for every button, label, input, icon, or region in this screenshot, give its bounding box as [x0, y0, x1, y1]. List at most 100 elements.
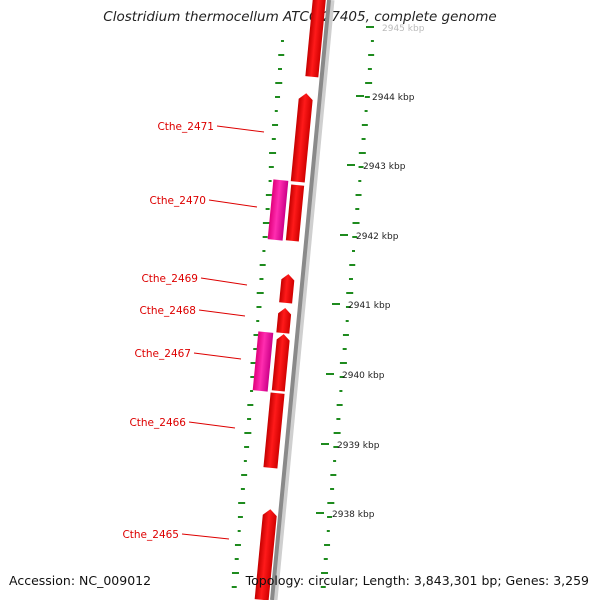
- gene-label[interactable]: Cthe_2465: [122, 529, 179, 541]
- gc-track-inner-dash: [259, 264, 266, 266]
- gc-track-inner-dash: [231, 572, 239, 574]
- gene-arrow-2469-shape: [279, 274, 295, 304]
- gc-track-inner-dash: [247, 404, 254, 406]
- gc-track-outer-dash: [361, 124, 368, 126]
- scale-tick-label: 2938 kbp: [332, 510, 375, 520]
- gc-track-outer-dash: [368, 54, 375, 56]
- gene-arrow-2469: [279, 274, 295, 304]
- gc-track-outer-dash: [367, 68, 372, 70]
- gene-label[interactable]: Cthe_2469: [141, 273, 198, 285]
- gene-arrow-top: [305, 0, 327, 78]
- gene-arrow-2470a: [285, 184, 305, 242]
- gc-content-track: [231, 40, 375, 588]
- genome-title: Clostridium thermocellum ATCC 27405, com…: [103, 9, 497, 25]
- gene-arrow-2465-shape: [254, 509, 277, 600]
- gc-track-inner-dash: [243, 460, 247, 462]
- gc-track-inner-dash: [250, 376, 256, 378]
- gc-track-inner-dash: [256, 306, 262, 308]
- gc-track-inner-dash: [253, 348, 258, 350]
- gc-track-outer-dash: [330, 488, 335, 490]
- gene-arrow-2466-shape: [263, 392, 285, 469]
- scale-tick-mark: [316, 512, 324, 514]
- gc-track-inner-dash: [275, 96, 281, 98]
- genome-backbone: [270, 0, 335, 600]
- gc-track-inner-dash: [240, 488, 245, 490]
- gene-labels: Cthe_2471 Cthe_2470 Cthe_2469 Cthe_2468 Cthe…: [122, 121, 265, 541]
- gc-track-outer-dash: [339, 376, 345, 378]
- gene-label-leader: [216, 125, 265, 133]
- gc-track-outer-dash: [355, 194, 362, 196]
- gene-arrow-2467b: [252, 331, 274, 392]
- gene-label[interactable]: Cthe_2468: [139, 305, 196, 317]
- gc-track-inner-dash: [244, 446, 250, 448]
- gc-track-inner-dash: [256, 320, 260, 322]
- gc-track-outer-dash: [358, 152, 366, 154]
- scale-tick-mark: [326, 373, 334, 375]
- gene-arrow-2466: [263, 392, 285, 469]
- gene-arrow-2470b: [267, 179, 289, 241]
- gene-label[interactable]: Cthe_2471: [157, 121, 214, 133]
- gc-track-outer-dash: [358, 166, 364, 168]
- gene-label-leader: [208, 199, 258, 208]
- gene-label-leader: [188, 421, 236, 429]
- gc-track-inner-dash: [262, 250, 266, 252]
- scale-ticks: 2945 kbp 2944 kbp 2943 kbp 2942 kbp 2941 kbp…: [316, 24, 425, 520]
- gc-track-outer-dash: [330, 474, 337, 476]
- gc-track-outer-dash: [361, 138, 366, 140]
- gc-track-inner-dash: [278, 54, 285, 56]
- gc-track-inner-dash: [253, 334, 260, 336]
- gc-track-inner-dash: [265, 194, 272, 196]
- gc-track-inner-dash: [247, 418, 252, 420]
- gene-label[interactable]: Cthe_2470: [149, 195, 206, 207]
- gene-arrow-2471: [290, 93, 313, 183]
- gc-track-outer-dash: [364, 96, 370, 98]
- gc-track-outer-dash: [345, 306, 351, 308]
- backbone-line: [270, 0, 331, 600]
- gc-track-inner-dash: [269, 152, 277, 154]
- gc-track-outer-dash: [342, 348, 347, 350]
- scale-tick-label: 2942 kbp: [356, 232, 399, 242]
- gc-track-inner-dash: [268, 180, 272, 182]
- gc-track-outer-dash: [336, 418, 341, 420]
- gc-track-inner-dash: [259, 278, 264, 280]
- gc-track-outer-dash: [352, 236, 358, 238]
- scale-tick-label: 2944 kbp: [372, 93, 415, 103]
- gene-arrow-2468: [276, 308, 292, 334]
- gc-track-outer-dash: [348, 278, 353, 280]
- gene-label-leader: [193, 352, 242, 360]
- gene-arrow-2467b-shape: [252, 331, 274, 392]
- scale-tick-mark: [356, 95, 364, 97]
- scale-tick-mark: [340, 234, 348, 236]
- gc-track-outer-dash: [323, 558, 328, 560]
- scale-tick-mark: [347, 164, 355, 166]
- gc-track-outer-dash: [364, 110, 368, 112]
- gene-label[interactable]: Cthe_2467: [134, 348, 191, 360]
- gc-track-inner-dash: [274, 110, 278, 112]
- gc-track-outer-dash: [327, 516, 333, 518]
- gene-arrow-2467a: [271, 334, 290, 392]
- scale-tick-mark: [321, 443, 329, 445]
- gene-label[interactable]: Cthe_2466: [129, 417, 186, 429]
- accession-label: Accession: NC_009012: [9, 573, 152, 588]
- gene-arrow-2468-shape: [276, 308, 292, 334]
- gene-label-leader: [181, 533, 230, 540]
- gc-track-outer-dash: [327, 502, 335, 504]
- gene-arrow-2467a-shape: [271, 334, 290, 392]
- gc-track-inner-dash: [234, 544, 241, 546]
- gene-arrow-2470b-shape: [267, 179, 289, 241]
- gc-track-inner-dash: [277, 68, 282, 70]
- gc-track-inner-dash: [250, 390, 254, 392]
- gene-arrow-2465: [254, 509, 277, 600]
- gc-track-inner-dash: [234, 558, 239, 560]
- gc-track-inner-dash: [262, 222, 270, 224]
- gc-track-inner-dash: [241, 474, 248, 476]
- scale-tick-mark: [332, 303, 340, 305]
- scale-tick-label: 2941 kbp: [348, 301, 391, 311]
- gc-track-outer-dash: [355, 208, 360, 210]
- gene-label-leader: [198, 309, 246, 317]
- gc-track-inner-dash: [250, 362, 258, 364]
- gc-track-outer-dash: [349, 264, 356, 266]
- scale-tick-label: 2945 kbp: [382, 24, 425, 34]
- scale-tick-label: 2940 kbp: [342, 371, 385, 381]
- gc-track-inner-dash: [280, 40, 284, 42]
